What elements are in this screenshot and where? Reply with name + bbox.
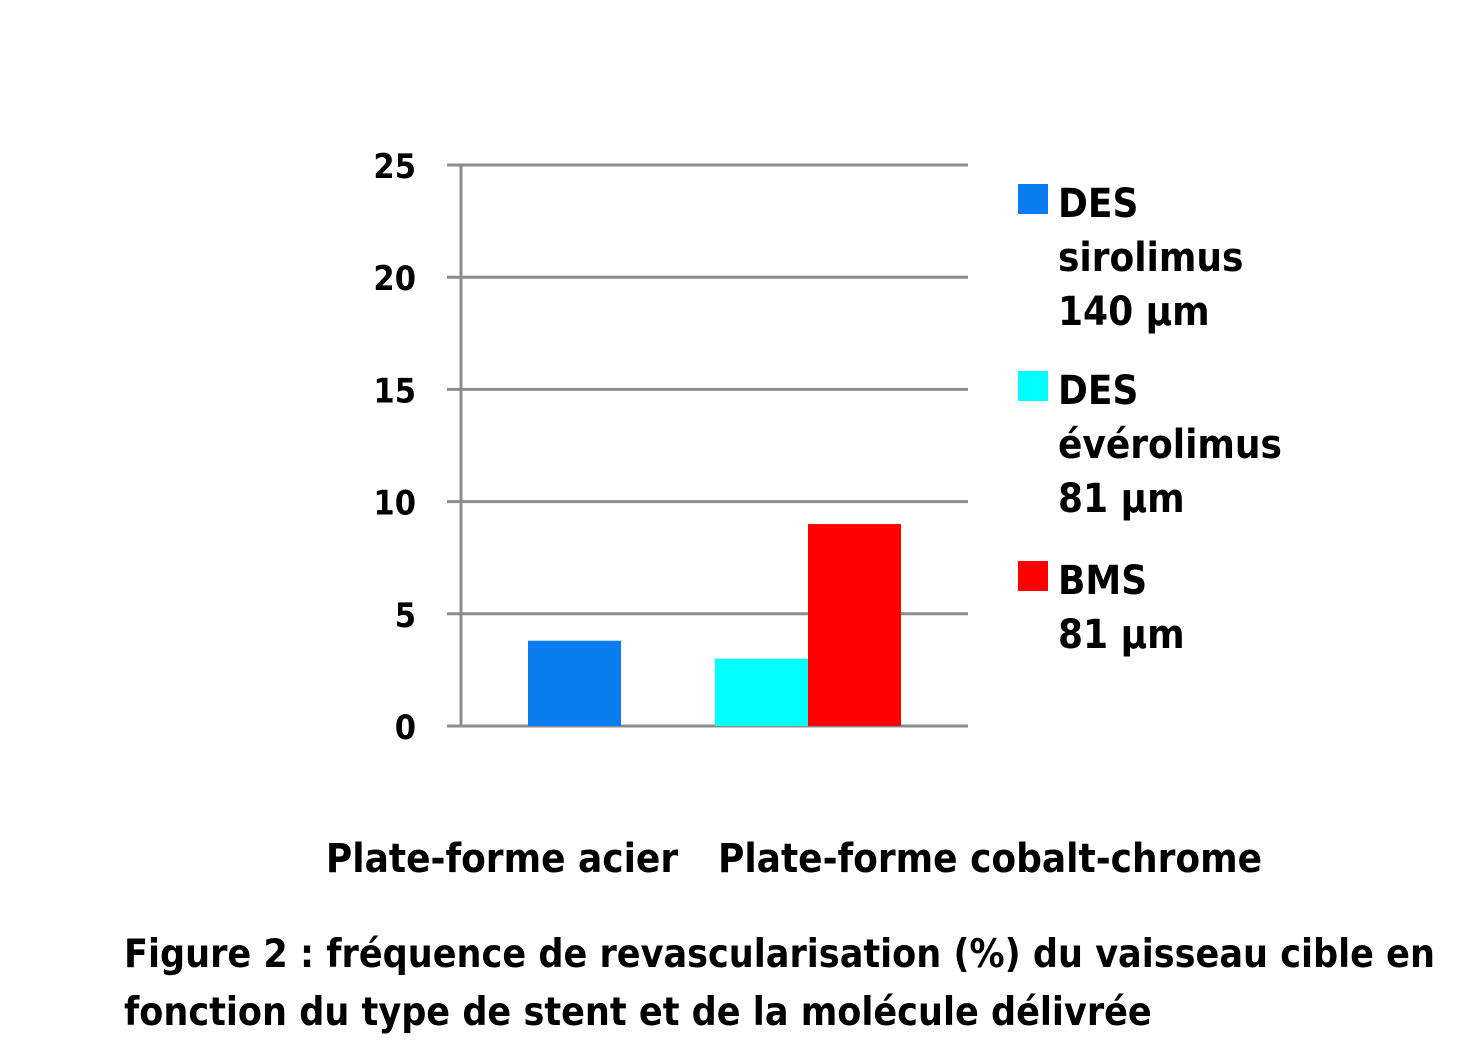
y-tick-label: 15 [373,371,416,411]
y-tick-label: 25 [373,147,416,187]
legend-label: sirolimus [1058,235,1243,281]
bar [808,524,901,726]
legend-label: DES [1058,181,1138,227]
legend-swatch [1018,371,1048,401]
legend-swatch [1018,561,1048,591]
bar-chart: 0 5 10 15 20 25 Plate-forme acier Plate-forme c… [326,147,1282,882]
x-category-label: Plate-forme cobalt-chrome [718,836,1262,882]
legend-label: évérolimus [1058,422,1282,468]
legend-label: 81 µm [1058,612,1185,658]
legend-label: BMS [1058,558,1147,604]
y-tick-label: 10 [373,484,416,524]
caption-line-1: Figure 2 : fréquence de revascularisatio… [124,932,1435,977]
caption-line-2: fonction du type de stent et de la moléc… [124,990,1152,1035]
y-tick-label: 20 [373,259,416,299]
legend-swatch [1018,184,1048,214]
legend-label: 81 µm [1058,476,1185,522]
legend-label: DES [1058,368,1138,414]
x-category-label: Plate-forme acier [326,836,678,882]
figure-caption: Figure 2 : fréquence de revascularisatio… [124,926,1459,1042]
y-tick-label: 5 [395,596,416,636]
legend-label: 140 µm [1058,289,1210,335]
bar [528,640,621,726]
y-tick-label: 0 [395,708,416,748]
bar [715,658,808,726]
